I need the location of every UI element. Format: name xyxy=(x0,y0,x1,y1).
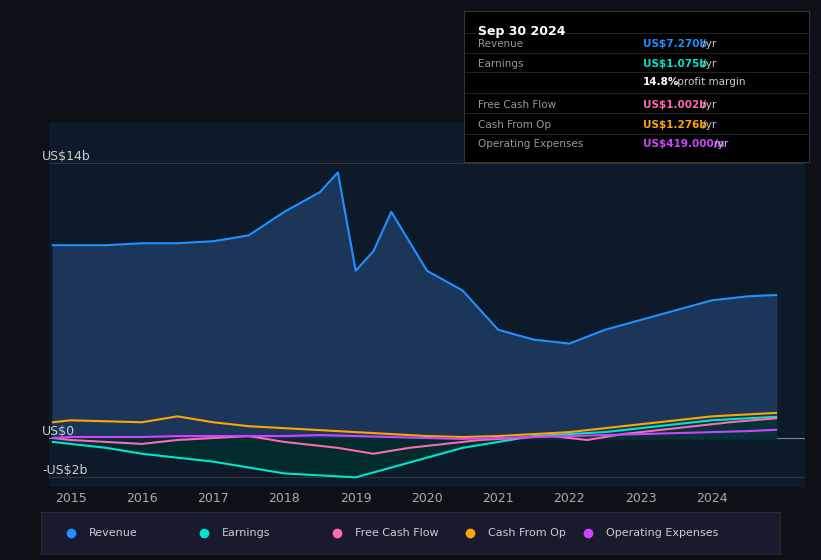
Text: Cash From Op: Cash From Op xyxy=(478,120,551,129)
Text: US$1.276b: US$1.276b xyxy=(643,120,707,129)
Text: Sep 30 2024: Sep 30 2024 xyxy=(478,25,565,38)
Text: Free Cash Flow: Free Cash Flow xyxy=(355,529,438,538)
Text: Earnings: Earnings xyxy=(478,59,523,69)
Text: /yr: /yr xyxy=(699,59,716,69)
Text: US$0: US$0 xyxy=(42,425,76,438)
Text: US$14b: US$14b xyxy=(42,150,91,162)
Text: Operating Expenses: Operating Expenses xyxy=(478,139,583,150)
Text: /yr: /yr xyxy=(699,120,716,129)
Text: US$1.075b: US$1.075b xyxy=(643,59,707,69)
Text: 14.8%: 14.8% xyxy=(643,77,680,87)
Text: Free Cash Flow: Free Cash Flow xyxy=(478,100,556,110)
Text: Operating Expenses: Operating Expenses xyxy=(606,529,718,538)
Text: /yr: /yr xyxy=(699,39,716,49)
Text: US$7.270b: US$7.270b xyxy=(643,39,707,49)
Text: Cash From Op: Cash From Op xyxy=(488,529,566,538)
Text: Revenue: Revenue xyxy=(478,39,523,49)
Text: /yr: /yr xyxy=(699,100,716,110)
Text: profit margin: profit margin xyxy=(674,77,745,87)
Text: US$419.000m: US$419.000m xyxy=(643,139,725,150)
Text: -US$2b: -US$2b xyxy=(42,464,88,477)
Text: Revenue: Revenue xyxy=(89,529,138,538)
Text: /yr: /yr xyxy=(712,139,729,150)
Text: US$1.002b: US$1.002b xyxy=(643,100,707,110)
Text: Earnings: Earnings xyxy=(222,529,271,538)
